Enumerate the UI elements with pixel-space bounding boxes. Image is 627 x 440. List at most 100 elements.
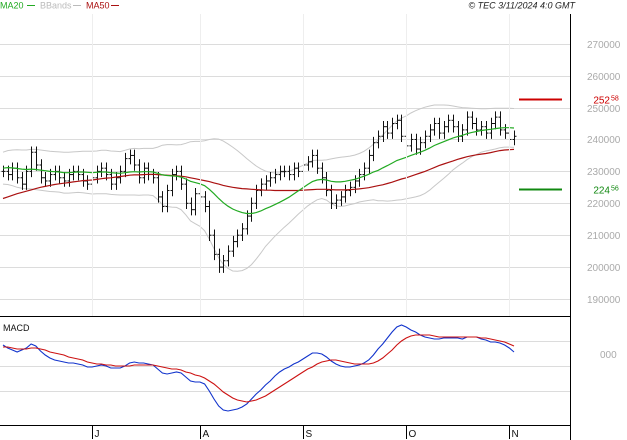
ohlc-bar	[249, 197, 254, 222]
ohlc-bar	[67, 168, 72, 187]
ohlc-bar	[512, 130, 517, 146]
ohlc-bar	[310, 149, 315, 168]
legend-ma20-label: MA20	[0, 1, 24, 11]
moving-averages	[2, 127, 515, 215]
ohlc-bar	[353, 175, 358, 194]
price-tick-label: 200000	[587, 263, 621, 274]
ohlc-bar	[268, 172, 273, 187]
price-tick-label: 250000	[587, 104, 621, 115]
ohlc-bar	[95, 165, 100, 184]
macd-title: MACD	[3, 323, 30, 333]
ohlc-bar	[85, 175, 90, 190]
price-tick-label: 270000	[587, 40, 621, 51]
ohlc-bar	[212, 229, 217, 261]
x-tick-label: O	[409, 429, 417, 440]
price-tick-label: 260000	[587, 72, 621, 83]
ohlc-bar	[142, 162, 147, 184]
ohlc-bar	[273, 168, 278, 184]
ohlc-bar	[371, 136, 376, 162]
macd-line	[2, 324, 515, 412]
ohlc-bar	[367, 149, 372, 174]
ohlc-bar	[170, 168, 175, 197]
ohlc-bar	[128, 149, 133, 165]
ohlc-bar	[278, 165, 283, 181]
ohlc-bar	[39, 159, 44, 184]
bb-lower-line	[2, 146, 515, 272]
x-tick-label: S	[306, 429, 313, 440]
ohlc-bar	[193, 187, 198, 216]
ohlc-bar	[174, 165, 179, 181]
bollinger-bands	[2, 104, 515, 272]
ohlc-bar	[306, 156, 311, 171]
ohlc-bar	[226, 245, 231, 267]
ma20-line	[2, 127, 515, 215]
ohlc-bar	[385, 120, 390, 139]
price-level-decimals: 58	[611, 96, 619, 103]
bb-upper-line	[2, 104, 515, 174]
ohlc-bar	[71, 165, 76, 181]
ohlc-bar	[381, 120, 386, 143]
price-tick-label: 230000	[587, 167, 621, 178]
ohlc-bar	[399, 114, 404, 143]
ohlc-bar	[118, 165, 123, 184]
ohlc-bar	[132, 149, 137, 171]
ohlc-bar	[20, 172, 25, 190]
ohlc-bar	[62, 172, 67, 187]
ohlc-bar	[348, 181, 353, 197]
ohlc-bar	[423, 130, 428, 149]
ohlc-bar	[456, 120, 461, 143]
ohlc-bar	[254, 184, 259, 210]
ohlc-bar	[479, 120, 484, 136]
ohlc-bar	[184, 178, 189, 210]
ohlc-bar	[207, 200, 212, 241]
ohlc-bar	[428, 124, 433, 143]
ohlc-bar	[189, 197, 194, 216]
x-tick-label: A	[203, 429, 210, 440]
price-level-label: 224	[593, 186, 610, 197]
ohlc-bar	[57, 165, 62, 184]
ohlc-bar	[203, 191, 208, 213]
x-tick-label: J	[95, 429, 100, 440]
legend-ma50-label: MA50	[86, 1, 110, 11]
ohlc-bar	[114, 172, 119, 190]
ohlc-bar	[123, 152, 128, 178]
ohlc-bar	[470, 111, 475, 130]
x-tick-label: N	[512, 429, 519, 440]
ohlc-bar	[437, 117, 442, 139]
ohlc-bar	[474, 117, 479, 136]
price-levels: 252 58 224 56	[519, 96, 619, 197]
ohlc-bar	[104, 162, 109, 181]
ohlc-bar	[53, 165, 58, 181]
ohlc-bar	[451, 114, 456, 133]
price-axis-labels: 190000 200000 210000 220000 230000 240000 2500…	[587, 40, 621, 306]
ohlc-bar	[446, 114, 451, 133]
ohlc-bar	[245, 210, 250, 235]
ohlc-bar	[282, 165, 287, 178]
ohlc-bar	[498, 111, 503, 136]
ohlc-bar	[409, 133, 414, 152]
chart-timestamp: © TEC 3/11/2024 4:0 GMT	[468, 1, 576, 11]
ohlc-bar	[235, 229, 240, 248]
price-tick-label: 190000	[587, 295, 621, 306]
ohlc-bar	[292, 162, 297, 181]
ohlc-bar	[339, 191, 344, 206]
ohlc-bar	[156, 172, 161, 203]
ohlc-bar	[489, 117, 494, 139]
ohlc-bar	[264, 175, 269, 190]
ohlc-bar	[315, 149, 320, 174]
ohlc-bar	[165, 184, 170, 213]
ohlc-bar	[99, 162, 104, 178]
ohlc-bar	[29, 146, 34, 178]
ohlc-bar	[320, 162, 325, 184]
ohlc-bar	[217, 248, 222, 273]
price-tick-label: 210000	[587, 231, 621, 242]
macd-lines	[2, 324, 515, 412]
ohlc-bar	[465, 111, 470, 136]
ohlc-bar	[231, 235, 236, 257]
ohlc-bar	[240, 223, 245, 241]
chart-legend: MA20 BBands MA50	[0, 1, 119, 11]
price-tick-label: 220000	[587, 199, 621, 210]
legend-bbands-label: BBands	[40, 1, 72, 11]
